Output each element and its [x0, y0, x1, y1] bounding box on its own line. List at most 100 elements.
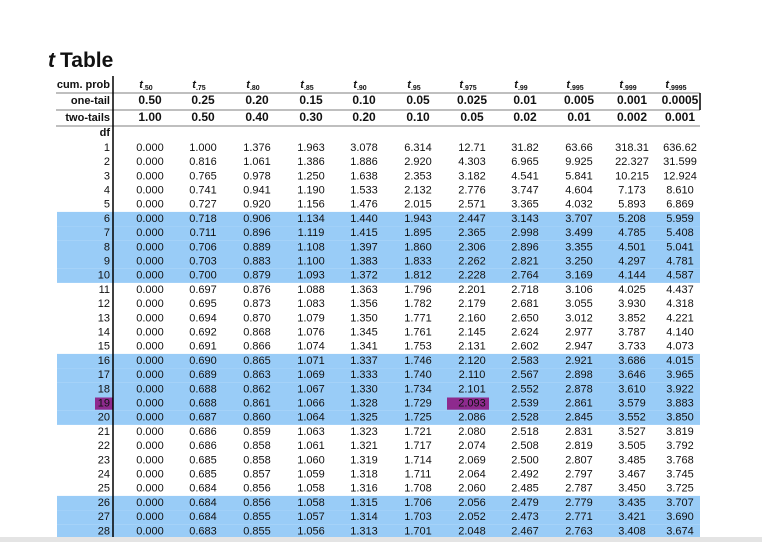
title-symbol: t [48, 49, 56, 72]
critical-value: 2.898 [565, 369, 593, 381]
critical-value: 0.855 [243, 525, 271, 537]
critical-value: 0.000 [136, 142, 164, 154]
critical-value: 5.208 [618, 213, 646, 225]
critical-value: 1.746 [404, 355, 432, 367]
row-shade [57, 396, 700, 411]
critical-value: 0.855 [243, 511, 271, 523]
critical-value: 0.000 [136, 426, 164, 438]
critical-value: 0.000 [136, 511, 164, 523]
critical-value: 0.000 [136, 469, 164, 481]
critical-value: 1.740 [404, 369, 432, 381]
critical-value: 3.883 [666, 398, 694, 410]
critical-value: 1.734 [404, 383, 432, 395]
critical-value: 1.076 [297, 327, 325, 339]
critical-value: 3.930 [618, 298, 646, 310]
critical-value: 6.314 [404, 142, 432, 154]
critical-value: 2.831 [565, 426, 593, 438]
critical-value: 0.868 [243, 327, 271, 339]
df-value: 19 [98, 398, 110, 410]
df-highlight [95, 397, 113, 410]
critical-value: 1.386 [297, 156, 325, 168]
critical-value: 0.000 [136, 156, 164, 168]
df-value: 2 [104, 156, 110, 168]
tail-probability: 0.25 [191, 93, 215, 107]
critical-value: 4.073 [666, 341, 694, 353]
critical-value: 1.064 [297, 412, 325, 424]
critical-value: 1.071 [297, 355, 325, 367]
critical-value: 0.000 [136, 454, 164, 466]
critical-value: 5.841 [565, 170, 593, 182]
tail-probability: 0.001 [617, 93, 647, 107]
critical-value: 2.779 [565, 497, 593, 509]
critical-value: 1.058 [297, 497, 325, 509]
critical-value: 2.861 [565, 398, 593, 410]
critical-value: 1.323 [350, 426, 378, 438]
critical-value: 1.943 [404, 213, 432, 225]
critical-value: 1.330 [350, 383, 378, 395]
critical-value: 3.505 [618, 440, 646, 452]
critical-value: 1.714 [404, 454, 432, 466]
critical-value: 2.228 [458, 270, 486, 282]
critical-value: 1.057 [297, 511, 325, 523]
critical-value: 2.977 [565, 327, 593, 339]
critical-value: 3.169 [565, 270, 593, 282]
tail-probability: 0.01 [567, 110, 591, 124]
critical-value: 2.718 [511, 284, 539, 296]
critical-value: 3.733 [618, 341, 646, 353]
quantile-header: t.90 [353, 79, 367, 92]
row-shade [57, 353, 700, 369]
critical-value: 3.078 [350, 142, 378, 154]
critical-value: 1.325 [350, 412, 378, 424]
table-cells: cum. prob t.50 t.75 t.80 t.85 t.90 t.95 t.975 t.… [57, 79, 699, 537]
critical-value: 1.061 [297, 440, 325, 452]
critical-value: 0.863 [243, 369, 271, 381]
tail-probability: 0.025 [457, 93, 487, 107]
critical-value: 2.518 [511, 426, 539, 438]
critical-value: 1.250 [297, 170, 325, 182]
critical-value: 3.450 [618, 483, 646, 495]
critical-value: 4.501 [618, 241, 646, 253]
critical-value: 1.074 [297, 341, 325, 353]
critical-value: 1.533 [350, 185, 378, 197]
critical-value: 3.182 [458, 170, 486, 182]
df-value: 24 [98, 469, 110, 481]
critical-value: 2.764 [511, 270, 539, 282]
critical-value: 0.000 [136, 369, 164, 381]
critical-value: 2.998 [511, 227, 539, 239]
critical-value: 1.397 [350, 241, 378, 253]
critical-value: 2.060 [458, 483, 486, 495]
critical-value: 12.924 [663, 170, 697, 182]
critical-value: 3.499 [565, 227, 593, 239]
row-shade [57, 211, 700, 227]
critical-value: 1.058 [297, 483, 325, 495]
critical-value: 3.250 [565, 256, 593, 268]
critical-value: 1.069 [297, 369, 325, 381]
row-shade [57, 268, 700, 283]
df-header: df [100, 127, 111, 139]
critical-value: 0.865 [243, 355, 271, 367]
critical-value: 2.074 [458, 440, 486, 452]
critical-value: 3.674 [666, 525, 694, 537]
critical-value: 1.708 [404, 483, 432, 495]
row-shade [57, 226, 700, 241]
critical-value: 3.690 [666, 511, 694, 523]
quantile-symbol: t [514, 79, 519, 91]
critical-value: 1.000 [189, 142, 217, 154]
critical-value: 3.467 [618, 469, 646, 481]
tail-probability: 0.50 [138, 93, 162, 107]
critical-value: 2.492 [511, 469, 539, 481]
critical-value: 2.145 [458, 327, 486, 339]
critical-value: 2.947 [565, 341, 593, 353]
quantile-header: t.85 [300, 79, 314, 92]
quantile-subscript: .99 [518, 85, 528, 92]
critical-value: 1.717 [404, 440, 432, 452]
critical-value: 0.685 [189, 454, 217, 466]
critical-value: 3.745 [666, 469, 694, 481]
critical-value: 3.768 [666, 454, 694, 466]
critical-value: 0.684 [189, 483, 217, 495]
title-text: Table [60, 49, 113, 72]
row-label: one-tail [71, 95, 110, 107]
critical-value: 4.587 [666, 270, 694, 282]
df-value: 16 [98, 355, 110, 367]
